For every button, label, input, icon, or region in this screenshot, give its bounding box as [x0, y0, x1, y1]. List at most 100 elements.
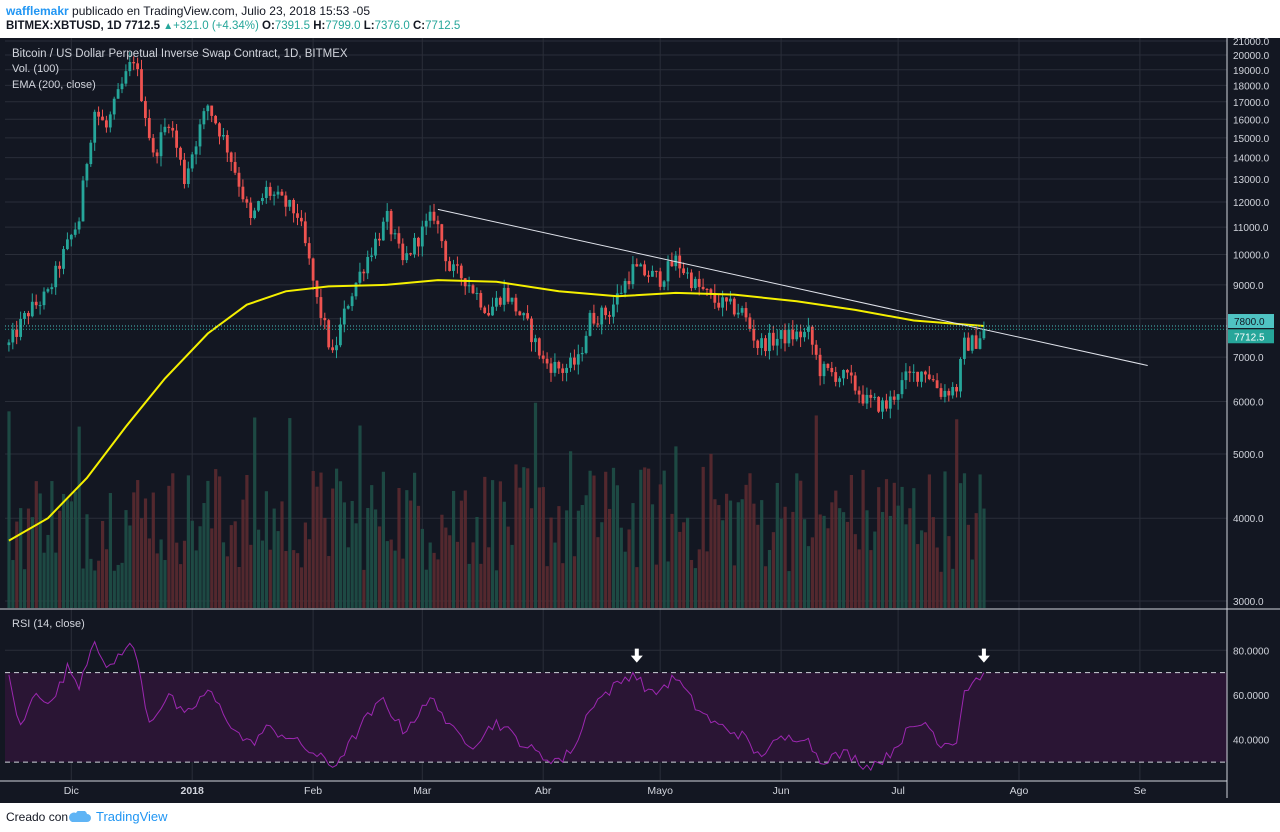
candle-body [518, 311, 522, 316]
candle-body [736, 312, 740, 315]
trendline[interactable] [437, 208, 1148, 366]
author-link[interactable]: wafflemakr [6, 4, 69, 18]
volume-bar [140, 518, 144, 608]
volume-bar [647, 468, 651, 608]
price-tick-label: 9000.0 [1233, 281, 1264, 292]
volume-bar [346, 547, 350, 608]
volume-bar [413, 472, 417, 608]
candle-body [233, 161, 237, 173]
volume-bar [498, 481, 502, 608]
volume-bar [896, 505, 900, 608]
volume-bar [861, 469, 865, 608]
candle-body [795, 331, 799, 340]
volume-bar [171, 473, 175, 608]
candle-body [459, 265, 463, 279]
volume-bar [810, 537, 814, 608]
volume-bar [565, 510, 569, 608]
candle-body [456, 264, 459, 266]
volume-bar [705, 551, 709, 608]
candle-body [935, 380, 939, 389]
volume-bar [249, 544, 253, 608]
candle-body [222, 134, 225, 137]
tradingview-brand-link[interactable]: TradingView [96, 809, 168, 824]
volume-bar [682, 522, 686, 608]
candle-body [112, 98, 116, 115]
candle-body [846, 369, 849, 373]
price-tick-label: 16000.0 [1233, 115, 1270, 126]
volume-bar [822, 515, 826, 608]
candle-body [920, 371, 923, 382]
candle-body [7, 342, 11, 346]
rsi-band-fill [5, 672, 1227, 763]
candle-body [534, 338, 537, 343]
candle-body [436, 220, 440, 225]
volume-bar [658, 484, 662, 608]
candle-body [409, 253, 412, 255]
volume-bar [292, 550, 296, 608]
time-tick-label: Ago [1010, 785, 1029, 797]
volume-bar [576, 510, 580, 608]
volume-bar [424, 569, 428, 608]
candle-body [147, 118, 151, 139]
volume-bar [284, 551, 288, 608]
candle-body [136, 63, 139, 70]
volume-bar [167, 485, 171, 608]
candle-body [927, 374, 931, 380]
volume-bar [467, 563, 471, 608]
volume-bar [756, 524, 760, 608]
candle-body [510, 297, 514, 302]
candle-body [939, 388, 943, 397]
candle-body [904, 371, 908, 381]
volume-bar [888, 515, 892, 608]
price-tag-bg [1228, 314, 1274, 329]
candle-body [631, 264, 635, 285]
candle-body [491, 306, 494, 316]
candle-body [140, 69, 143, 102]
axes [0, 38, 1280, 798]
price-tick-label: 21000.0 [1233, 38, 1270, 48]
candle-body [530, 318, 533, 343]
volume-bar [448, 535, 452, 608]
volume-bar [881, 511, 885, 608]
rsi-title: RSI (14, close) [12, 618, 85, 630]
volume-bar [459, 500, 463, 608]
volume-bar [42, 552, 46, 608]
candle-body [171, 127, 175, 131]
volume-bar [732, 565, 736, 608]
open-value: 7391.5 [274, 20, 310, 32]
volume-bar [487, 547, 491, 608]
candle-body [331, 347, 334, 351]
candle-body [966, 337, 970, 351]
candle-body [506, 287, 510, 302]
volume-bar [104, 549, 109, 608]
volume-bar [752, 503, 756, 608]
candle-body [93, 111, 97, 143]
candle-body [783, 330, 787, 344]
volume-bar [779, 518, 783, 608]
candle-body [69, 234, 73, 240]
volume-bar [93, 570, 97, 608]
volume-bar [288, 418, 292, 608]
volume-bar [631, 503, 635, 608]
candle-body [697, 278, 701, 287]
volume-bar [697, 549, 701, 608]
volume-bar [873, 531, 877, 608]
legend-ema: EMA (200, close) [12, 79, 96, 91]
volume-bar [806, 546, 811, 608]
ohlc-line: BITMEX:XBTUSD, 1D 7712.5 ▲+321.0 (+4.34%… [6, 20, 460, 32]
volume-bar [526, 468, 530, 608]
volume-bar [260, 540, 265, 608]
candle-body [838, 378, 841, 382]
volume-bar [151, 492, 155, 608]
volume-bar [572, 556, 577, 608]
candle-body [370, 255, 373, 257]
volume-bar [264, 491, 268, 608]
volume-bar [904, 524, 908, 608]
candle-body [319, 297, 323, 318]
candle-body [635, 264, 639, 267]
candle-body [771, 332, 775, 346]
candle-body [541, 355, 545, 359]
candle-body [354, 282, 358, 297]
volume-bar [814, 415, 818, 608]
tradingview-chart[interactable]: 21000.0 20000.0 19000.0 18000.0 17000.0 16000… [0, 38, 1280, 803]
